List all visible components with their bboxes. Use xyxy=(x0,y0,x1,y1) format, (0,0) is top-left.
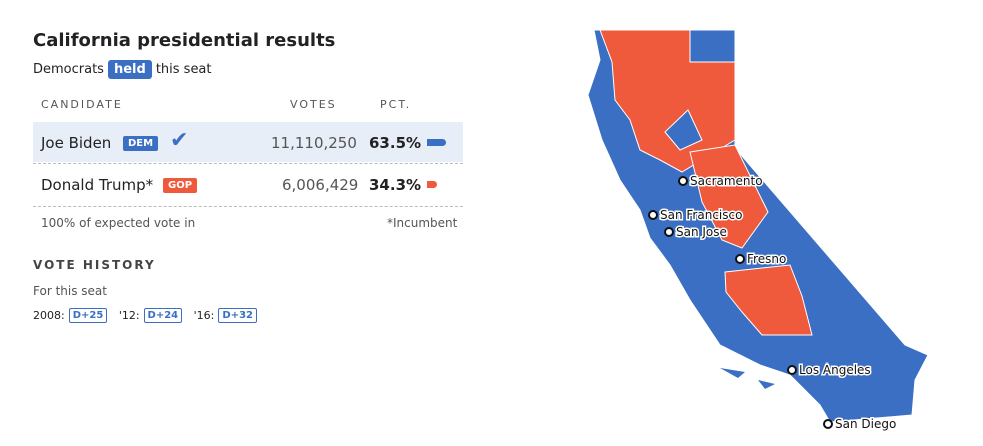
city-marker xyxy=(823,419,833,429)
county-gop xyxy=(724,264,813,336)
margin: D+24 xyxy=(143,308,183,323)
reporting: 100% of expected vote in xyxy=(41,216,196,230)
row: Joe Biden DEM ✔ 11,110,250 63.5% xyxy=(33,122,463,162)
status-before: Democrats xyxy=(33,62,104,77)
pct-bar xyxy=(427,181,438,188)
city-marker xyxy=(787,365,797,375)
year: '12: xyxy=(118,309,140,322)
city-label: Los Angeles xyxy=(799,363,871,377)
history-title: VOTE HISTORY xyxy=(33,258,156,272)
name: Donald Trump* xyxy=(41,176,154,194)
pct: 34.3% xyxy=(369,176,422,194)
party: DEM xyxy=(123,136,159,151)
col-header: PCT. xyxy=(380,98,412,111)
margin: D+25 xyxy=(68,308,108,323)
city-marker xyxy=(648,210,658,220)
separator xyxy=(33,163,463,164)
year: 2008: xyxy=(33,309,65,322)
city-marker xyxy=(735,254,745,264)
row: Donald Trump* GOP 6,006,429 34.3% xyxy=(33,164,463,204)
margin: D+32 xyxy=(218,308,257,323)
title: California presidential results xyxy=(33,30,336,51)
votes: 6,006,429 xyxy=(282,176,359,194)
status: Democrats held this seat xyxy=(33,60,212,79)
col-header: CANDIDATE xyxy=(41,98,123,111)
history: 2008: D+25 '12: D+24 '16: D+32 xyxy=(33,308,257,323)
county-dem xyxy=(664,109,703,151)
city-label: San Diego xyxy=(835,417,896,431)
city-label: Fresno xyxy=(747,252,786,266)
city-label: San Jose xyxy=(676,225,727,239)
islands xyxy=(720,368,775,389)
col-header: VOTES xyxy=(290,98,337,111)
winner-check: ✔ xyxy=(170,128,189,153)
county-gop xyxy=(599,29,736,173)
name: Joe Biden xyxy=(41,134,112,152)
county-gop xyxy=(689,144,769,249)
status-after: this seat xyxy=(155,62,212,77)
party: GOP xyxy=(163,178,198,193)
separator xyxy=(33,206,463,207)
pct-bar xyxy=(427,139,447,146)
pct: 63.5% xyxy=(369,134,422,152)
city-marker xyxy=(678,176,688,186)
city-label: San Francisco xyxy=(660,208,742,222)
city-label: Sacramento xyxy=(690,174,763,188)
history-subtitle: For this seat xyxy=(33,284,107,298)
status-badge: held xyxy=(107,60,152,79)
note: *Incumbent xyxy=(387,216,458,230)
year: '16: xyxy=(193,309,215,322)
votes: 11,110,250 xyxy=(271,134,357,152)
city-marker xyxy=(664,227,674,237)
